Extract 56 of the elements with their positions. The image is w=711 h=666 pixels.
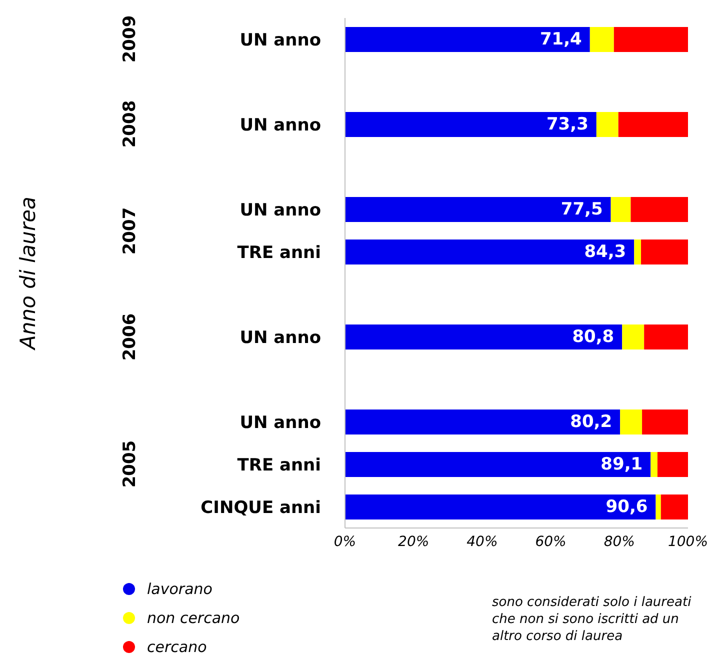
bar [614,27,688,52]
bar [590,27,614,52]
data-label: 80,8 [572,327,614,347]
legend-label: non cercano [147,608,240,626]
bar [596,112,618,137]
x-tick-label: 40% [466,534,498,550]
bar [657,452,688,477]
x-tick-label: 60% [535,534,566,550]
bar [618,112,688,137]
x-tick-label: 20% [398,534,430,550]
text: 2007 [120,206,140,254]
x-tick-label: 100% [668,534,708,550]
text: 2006 [120,313,140,360]
bar [345,410,620,434]
data-label: 80,2 [570,412,612,432]
bar [622,324,644,350]
data-label: 90,6 [606,497,648,517]
y-tick-label: UN anno [240,30,321,50]
x-tick-label: 0% [334,534,356,550]
bar [644,324,688,350]
y-tick-label: TRE anni [237,242,321,263]
text: 2005 [120,440,140,488]
data-label: 89,1 [600,454,643,474]
data-label: 84,3 [584,242,626,262]
bar [345,112,596,137]
legend-label: cercano [147,638,207,656]
bar [345,197,611,222]
y-tick-label: TRE anni [237,455,321,476]
data-label: 77,5 [560,200,603,220]
legend-label: lavorano [147,580,212,598]
bar [345,452,651,477]
bar [650,452,658,477]
bar [345,27,590,52]
bar [660,494,688,520]
text: 2009 [120,16,140,63]
bar [634,240,642,264]
bar [345,240,634,264]
bar [345,494,656,520]
y-tick-label: UN anno [240,115,321,136]
data-label: 71,4 [540,30,582,50]
y-tick-label: UN anno [240,200,321,220]
x-tick-label: 80% [604,534,635,550]
y-tick-label: UN anno [240,412,321,433]
text: 2008 [120,100,140,148]
bar [642,410,688,434]
bar [610,197,631,222]
text: Anno di laurea [16,196,40,350]
y-tick-label: UN anno [240,328,321,348]
bar [656,494,661,520]
text: sono considerati solo i laureati che non si sono iscritti ad un altro corso di laurea [492,594,692,645]
bar [630,197,688,222]
bar [641,240,688,264]
y-tick-label: CINQUE anni [200,498,321,518]
data-label: 73,3 [546,114,588,134]
bar [345,324,622,350]
bar [620,410,642,434]
